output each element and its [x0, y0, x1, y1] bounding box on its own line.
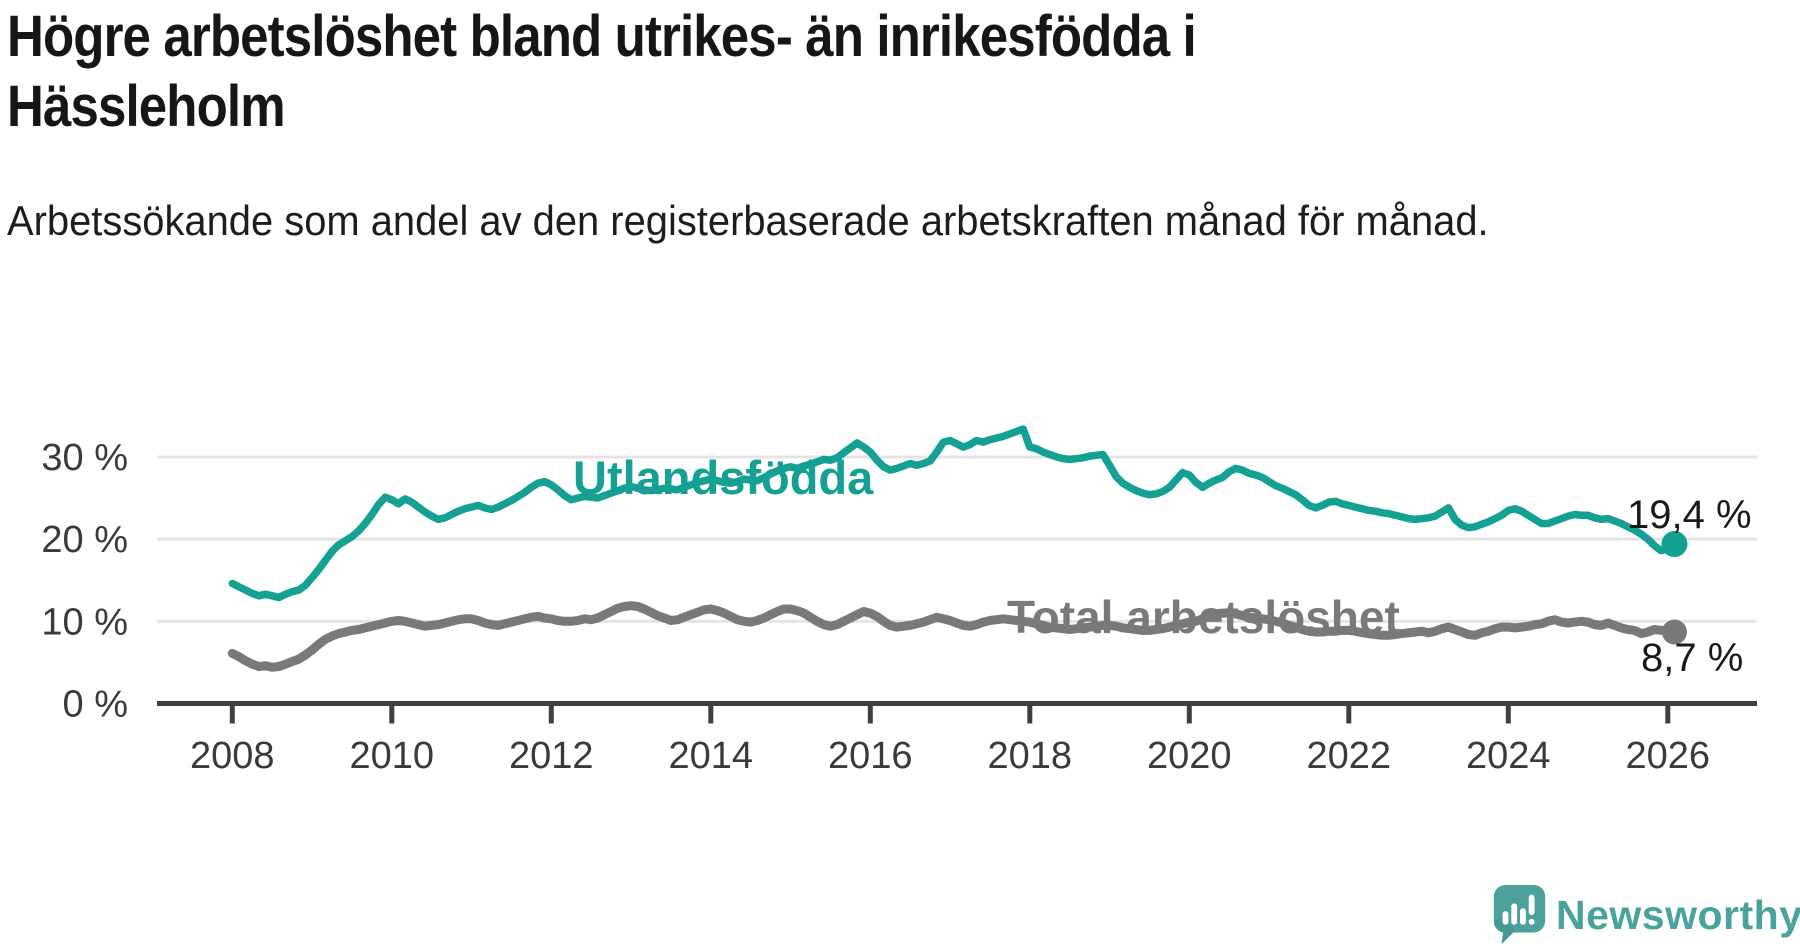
x-tick-label: 2018: [988, 735, 1073, 777]
line-utlandsfodda: [228, 425, 1679, 602]
y-tick-label: 0 %: [63, 684, 128, 726]
x-tick-label: 2008: [190, 735, 275, 777]
newsworthy-logo-icon: [1493, 884, 1546, 945]
newsworthy-logo: Newsworthy: [1488, 884, 1800, 948]
end-dot-utlandsfodda: [1661, 531, 1688, 558]
x-tick-label: 2024: [1466, 735, 1551, 777]
x-tick-label: 2010: [350, 735, 435, 777]
x-tick-label: 2014: [669, 735, 754, 777]
x-tick-label: 2020: [1147, 735, 1232, 777]
line-total: [227, 601, 1679, 672]
data-series: [227, 425, 1688, 672]
y-tick-label: 20 %: [41, 519, 128, 561]
x-tick-label: 2012: [509, 735, 594, 777]
end-value-label-utlandsfodda: 19,4 %: [1627, 493, 1752, 537]
x-tick-label: 2022: [1307, 735, 1392, 777]
end-dot-total: [1661, 619, 1687, 645]
gridlines: [157, 455, 1757, 623]
y-tick-label: 30 %: [41, 437, 128, 479]
end-value-label-total: 8,7 %: [1641, 636, 1743, 680]
page-title: Högre arbetslöshet bland utrikes- än inr…: [7, 4, 1197, 139]
newsworthy-logo-text: Newsworthy: [1556, 892, 1800, 938]
series-label-total: Total arbetslöshet: [1007, 591, 1400, 643]
y-tick-label: 10 %: [41, 601, 128, 643]
x-tick-label: 2026: [1626, 735, 1711, 777]
x-axis: [157, 701, 1757, 724]
series-label-utlandsfodda: Utlandsfödda: [573, 451, 874, 504]
chart-subtitle: Arbetssökande som andel av den registerb…: [7, 197, 1489, 244]
x-tick-label: 2016: [828, 735, 913, 777]
axis-tick-labels: 0 % 10 % 20 % 30 % 2008 2010 2012 2014 2016 2018 2…: [41, 437, 1710, 777]
